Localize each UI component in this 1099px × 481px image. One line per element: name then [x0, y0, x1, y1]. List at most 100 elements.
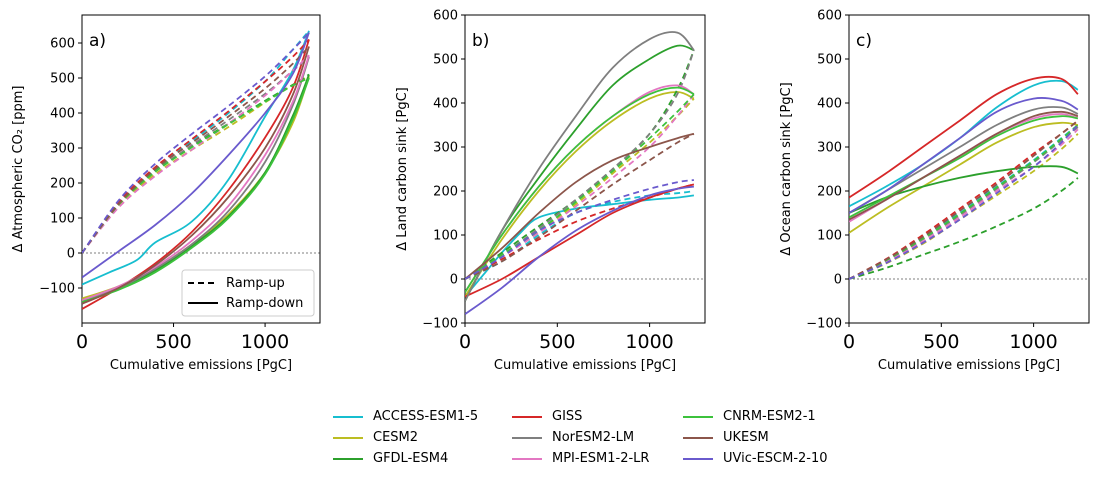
y-tick-label: 100: [433, 229, 458, 244]
panel-label: b): [472, 31, 489, 51]
legend-label: ACCESS-ESM1-5: [373, 409, 479, 424]
series-line-ramp-up-giss: [82, 38, 310, 254]
y-tick-label: 300: [817, 141, 842, 156]
y-tick-label: 100: [50, 212, 75, 227]
series-line-ramp-down-cesm2: [82, 76, 310, 300]
series-line-ramp-up-gfdl-esm4: [849, 177, 1079, 280]
legend-swatch: [683, 415, 713, 418]
legend-swatch: [512, 436, 542, 439]
series-line-ramp-up-ukesm: [849, 119, 1079, 280]
legend-label: NorESM2-LM: [552, 430, 635, 445]
y-tick-label: 0: [450, 273, 458, 288]
y-tick-label: 500: [433, 53, 458, 68]
series-line-ramp-down-uvic-escm-2-10: [849, 97, 1079, 214]
y-tick-label: 0: [67, 247, 75, 262]
y-tick-label: −100: [806, 317, 842, 332]
series-line-ramp-up-uvic-escm-2-10: [82, 31, 310, 254]
legend-label: UVic-ESCM-2-10: [723, 451, 828, 466]
y-tick-label: 400: [433, 97, 458, 112]
legend-label: CNRM-ESM2-1: [723, 409, 816, 424]
panel-label: c): [856, 31, 872, 51]
y-tick-label: 600: [433, 9, 458, 24]
legend-swatch: [333, 415, 363, 418]
x-tick-label: 0: [459, 331, 471, 353]
legend-label-ramp-down: Ramp-down: [226, 296, 303, 311]
y-tick-label: 400: [50, 107, 75, 122]
series-line-ramp-up-ukesm: [465, 133, 695, 280]
y-axis-label: Δ Ocean carbon sink [PgC]: [779, 82, 794, 255]
x-axis-label: Cumulative emissions [PgC]: [110, 358, 292, 373]
x-tick-label: 1000: [1009, 331, 1057, 353]
legend-item: NorESM2-LM: [512, 427, 649, 448]
y-tick-label: 500: [817, 53, 842, 68]
y-tick-label: 0: [834, 273, 842, 288]
plot-area: [81, 14, 321, 324]
series-line-ramp-up-cnrm-esm2-1: [82, 77, 310, 254]
legend-item: ACCESS-ESM1-5: [333, 406, 478, 427]
model-legend: ACCESS-ESM1-5 CESM2 GFDL-ESM4 GISS NorES…: [333, 406, 853, 470]
panel-a: −100 0 100 200 300 400 500 600 0 500 1000 a) Cumul…: [11, 14, 321, 373]
legend-item: GISS: [512, 406, 649, 427]
plot-area: [464, 14, 706, 324]
series-line-ramp-down-gfdl-esm4: [465, 44, 695, 302]
series-line-ramp-down-giss: [849, 75, 1079, 199]
series-line-ramp-down-cnrm-esm2-1: [849, 115, 1079, 219]
x-tick-label: 1000: [625, 331, 673, 353]
series-line-ramp-up-noresm2-lm: [849, 126, 1079, 280]
legend-box: Ramp-up Ramp-down: [181, 269, 315, 317]
legend-column: GISS NorESM2-LM MPI-ESM1-2-LR: [512, 406, 649, 469]
series-line-ramp-down-ukesm: [849, 110, 1079, 221]
legend-swatch: [512, 415, 542, 418]
x-tick-label: 500: [155, 331, 191, 353]
series-line-ramp-down-mpi-esm1-2-lr: [465, 84, 695, 293]
series-line-ramp-down-gfdl-esm4: [82, 74, 310, 302]
legend-swatch: [683, 457, 713, 460]
x-axis-label: Cumulative emissions [PgC]: [494, 358, 676, 373]
y-tick-label: 200: [50, 177, 75, 192]
series-line-ramp-up-mpi-esm1-2-lr: [82, 54, 310, 254]
y-tick-label: 300: [433, 141, 458, 156]
legend-swatch: [333, 436, 363, 439]
series-line-ramp-up-mpi-esm1-2-lr: [465, 93, 695, 280]
series-line-ramp-down-cnrm-esm2-1: [82, 77, 310, 303]
y-tick-label: 400: [817, 97, 842, 112]
legend-item: CNRM-ESM2-1: [683, 406, 828, 427]
x-tick-label: 500: [923, 331, 959, 353]
legend-item: CESM2: [333, 427, 478, 448]
series-line-ramp-up-uvic-escm-2-10: [465, 179, 695, 280]
legend-swatch: [683, 436, 713, 439]
legend-column: ACCESS-ESM1-5 CESM2 GFDL-ESM4: [333, 406, 478, 469]
x-axis-label: Cumulative emissions [PgC]: [878, 358, 1060, 373]
series-line-ramp-up-gfdl-esm4: [465, 49, 695, 280]
series-line-ramp-down-cnrm-esm2-1: [465, 86, 695, 293]
panel-label: a): [89, 31, 106, 51]
series-line-ramp-down-mpi-esm1-2-lr: [849, 113, 1079, 223]
series-line-ramp-down-noresm2-lm: [465, 31, 695, 302]
legend-swatch: [512, 457, 542, 460]
y-tick-label: 300: [50, 142, 75, 157]
series-line-ramp-down-access-esm1-5: [849, 79, 1079, 208]
series-line-ramp-down-cesm2: [849, 121, 1079, 234]
series-line-ramp-up-giss: [465, 183, 695, 280]
series-line-ramp-down-ukesm: [82, 46, 310, 305]
y-tick-label: −100: [39, 282, 75, 297]
y-tick-label: 200: [433, 185, 458, 200]
legend-label: MPI-ESM1-2-LR: [552, 451, 650, 466]
x-tick-label: 0: [76, 331, 88, 353]
series-line-ramp-down-ukesm: [465, 132, 695, 280]
y-tick-label: 500: [50, 72, 75, 87]
x-tick-label: 500: [539, 331, 575, 353]
y-tick-label: 100: [817, 229, 842, 244]
legend-label: GISS: [552, 409, 583, 424]
legend-label: CESM2: [373, 430, 419, 445]
legend-item: MPI-ESM1-2-LR: [512, 448, 649, 469]
series-line-ramp-down-cesm2: [465, 91, 695, 298]
legend-label: UKESM: [723, 430, 769, 445]
series-line-ramp-up-noresm2-lm: [465, 49, 695, 280]
series-line-ramp-down-noresm2-lm: [82, 56, 310, 303]
x-tick-label: 1000: [241, 331, 289, 353]
legend-item: UKESM: [683, 427, 828, 448]
legend-item: UVic-ESCM-2-10: [683, 448, 828, 469]
